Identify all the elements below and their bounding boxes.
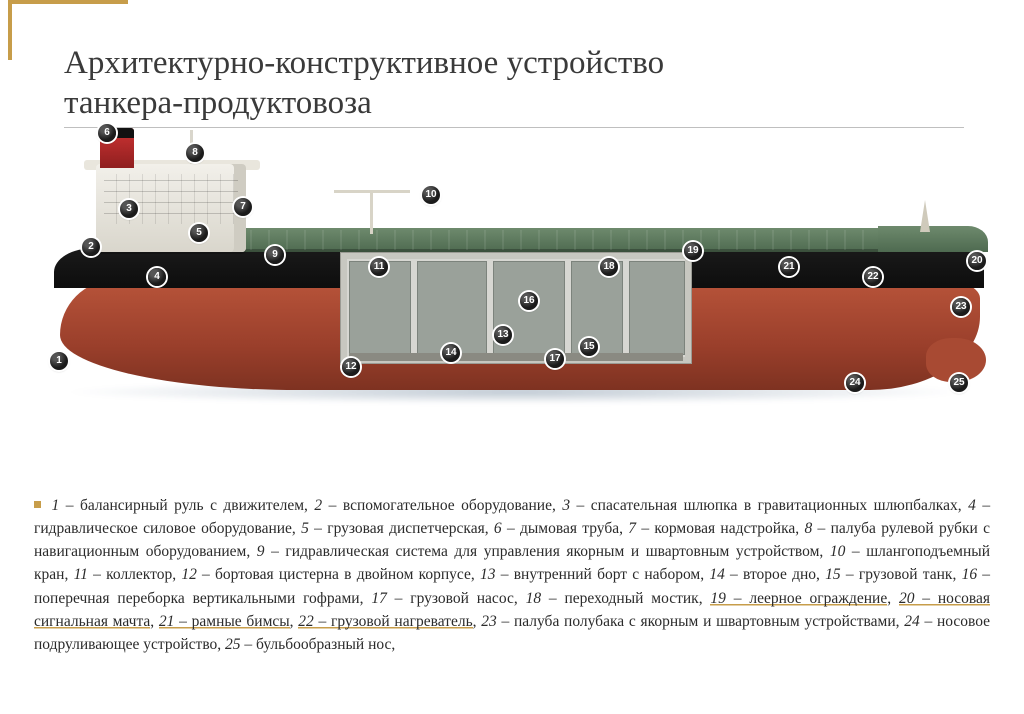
callout-marker-3: 3 [120,200,138,218]
legend-term: спасательная шлюпка в гравитационных шлю… [591,497,958,514]
callout-marker-23: 23 [952,298,970,316]
legend-number: 6 [494,520,502,537]
legend-number: 15 [825,566,841,583]
hose-crane [370,190,373,234]
legend-number: 3 [562,497,570,514]
legend-number: 2 [314,497,322,514]
legend-term: грузовой танк [859,566,953,583]
page-title: Архитектурно-конструктивное устройство т… [64,44,964,128]
callout-marker-19: 19 [684,242,702,260]
callout-marker-15: 15 [580,338,598,356]
legend-number: 5 [301,520,309,537]
callout-marker-22: 22 [864,268,882,286]
legend-number: 21 [159,613,175,630]
callout-marker-18: 18 [600,258,618,276]
aft-superstructure [96,164,246,252]
legend-term: коллектор [106,566,172,583]
callout-marker-20: 20 [968,252,986,270]
legend-term: переходный мостик [564,590,698,607]
legend-number: 24 [904,613,920,630]
callout-marker-7: 7 [234,198,252,216]
cargo-tank [417,261,487,355]
cargo-tank [571,261,623,355]
cargo-tank [629,261,685,355]
cargo-cutaway [340,252,692,364]
legend-term: бульбообразный нос [256,636,391,653]
legend-term: палуба полубака с якорным и швартовным у… [514,613,896,630]
callout-marker-1: 1 [50,352,68,370]
legend-number: 17 [371,590,387,607]
legend-number: 4 [968,497,976,514]
legend-number: 16 [962,566,978,583]
forecastle-deck [878,226,988,252]
legend-term: гидравлическое силовое оборудование [34,520,292,537]
legend-number: 12 [181,566,197,583]
legend-term: гидравлическая система для управления як… [285,543,819,560]
legend-term: леерное ограждение [749,590,887,607]
fore-signal-mast [920,200,930,232]
legend-item-highlight: 22 – грузовой нагреватель [298,613,472,630]
legend-term: балансирный руль с движителем [80,497,304,514]
callout-marker-12: 12 [342,358,360,376]
legend-number: 11 [74,566,88,583]
legend-number: 13 [480,566,496,583]
legend-term: кормовая надстройка [654,520,795,537]
callout-marker-17: 17 [546,350,564,368]
legend-term: грузовая диспетчерская [327,520,484,537]
legend-term: рамные бимсы [192,613,290,630]
legend-item-highlight: 21 – рамные бимсы [159,613,290,630]
legend-number: 1 [51,497,59,514]
slide-accent-vertical [8,0,12,60]
legend-number: 8 [804,520,812,537]
callout-marker-10: 10 [422,186,440,204]
callout-marker-6: 6 [98,124,116,142]
callout-marker-5: 5 [190,224,208,242]
callout-marker-21: 21 [780,258,798,276]
legend-term: второе дно [743,566,816,583]
legend-item-highlight: 19 – леерное ограждение [710,590,887,607]
legend-number: 22 [298,613,314,630]
double-bottom [349,353,683,361]
legend-term: поперечная переборка вертикальными гофра… [34,590,360,607]
callout-marker-13: 13 [494,326,512,344]
legend-number: 9 [257,543,265,560]
callout-marker-8: 8 [186,144,204,162]
bullet-icon [34,501,41,508]
legend-term: дымовая труба [520,520,619,537]
legend-number: 14 [709,566,725,583]
title-line-1: Архитектурно-конструктивное устройство [64,45,664,81]
legend-term: грузовой нагреватель [331,613,473,630]
callout-marker-4: 4 [148,268,166,286]
callout-marker-9: 9 [266,246,284,264]
callout-marker-11: 11 [370,258,388,276]
legend-number: 19 [710,590,726,607]
legend-term: внутренний борт с набором [514,566,701,583]
legend-term: вспомогательное оборудование [343,497,552,514]
callout-marker-24: 24 [846,374,864,392]
legend-number: 25 [225,636,241,653]
callout-marker-25: 25 [950,374,968,392]
legend-number: 23 [481,613,497,630]
slide-accent-horizontal [8,0,128,4]
tanker-diagram: 1234567891011121314151617181920212223242… [40,120,990,440]
legend-number: 18 [526,590,542,607]
legend-term: бортовая цистерна в двойном корпусе [215,566,471,583]
legend-number: 7 [628,520,636,537]
legend-number: 10 [830,543,846,560]
callout-marker-2: 2 [82,238,100,256]
legend-number: 20 [899,590,915,607]
callout-marker-16: 16 [520,292,538,310]
legend-term: грузовой насос [410,590,514,607]
callout-marker-14: 14 [442,344,460,362]
legend-paragraph: 1 – балансирный руль с движителем, 2 – в… [34,494,990,657]
